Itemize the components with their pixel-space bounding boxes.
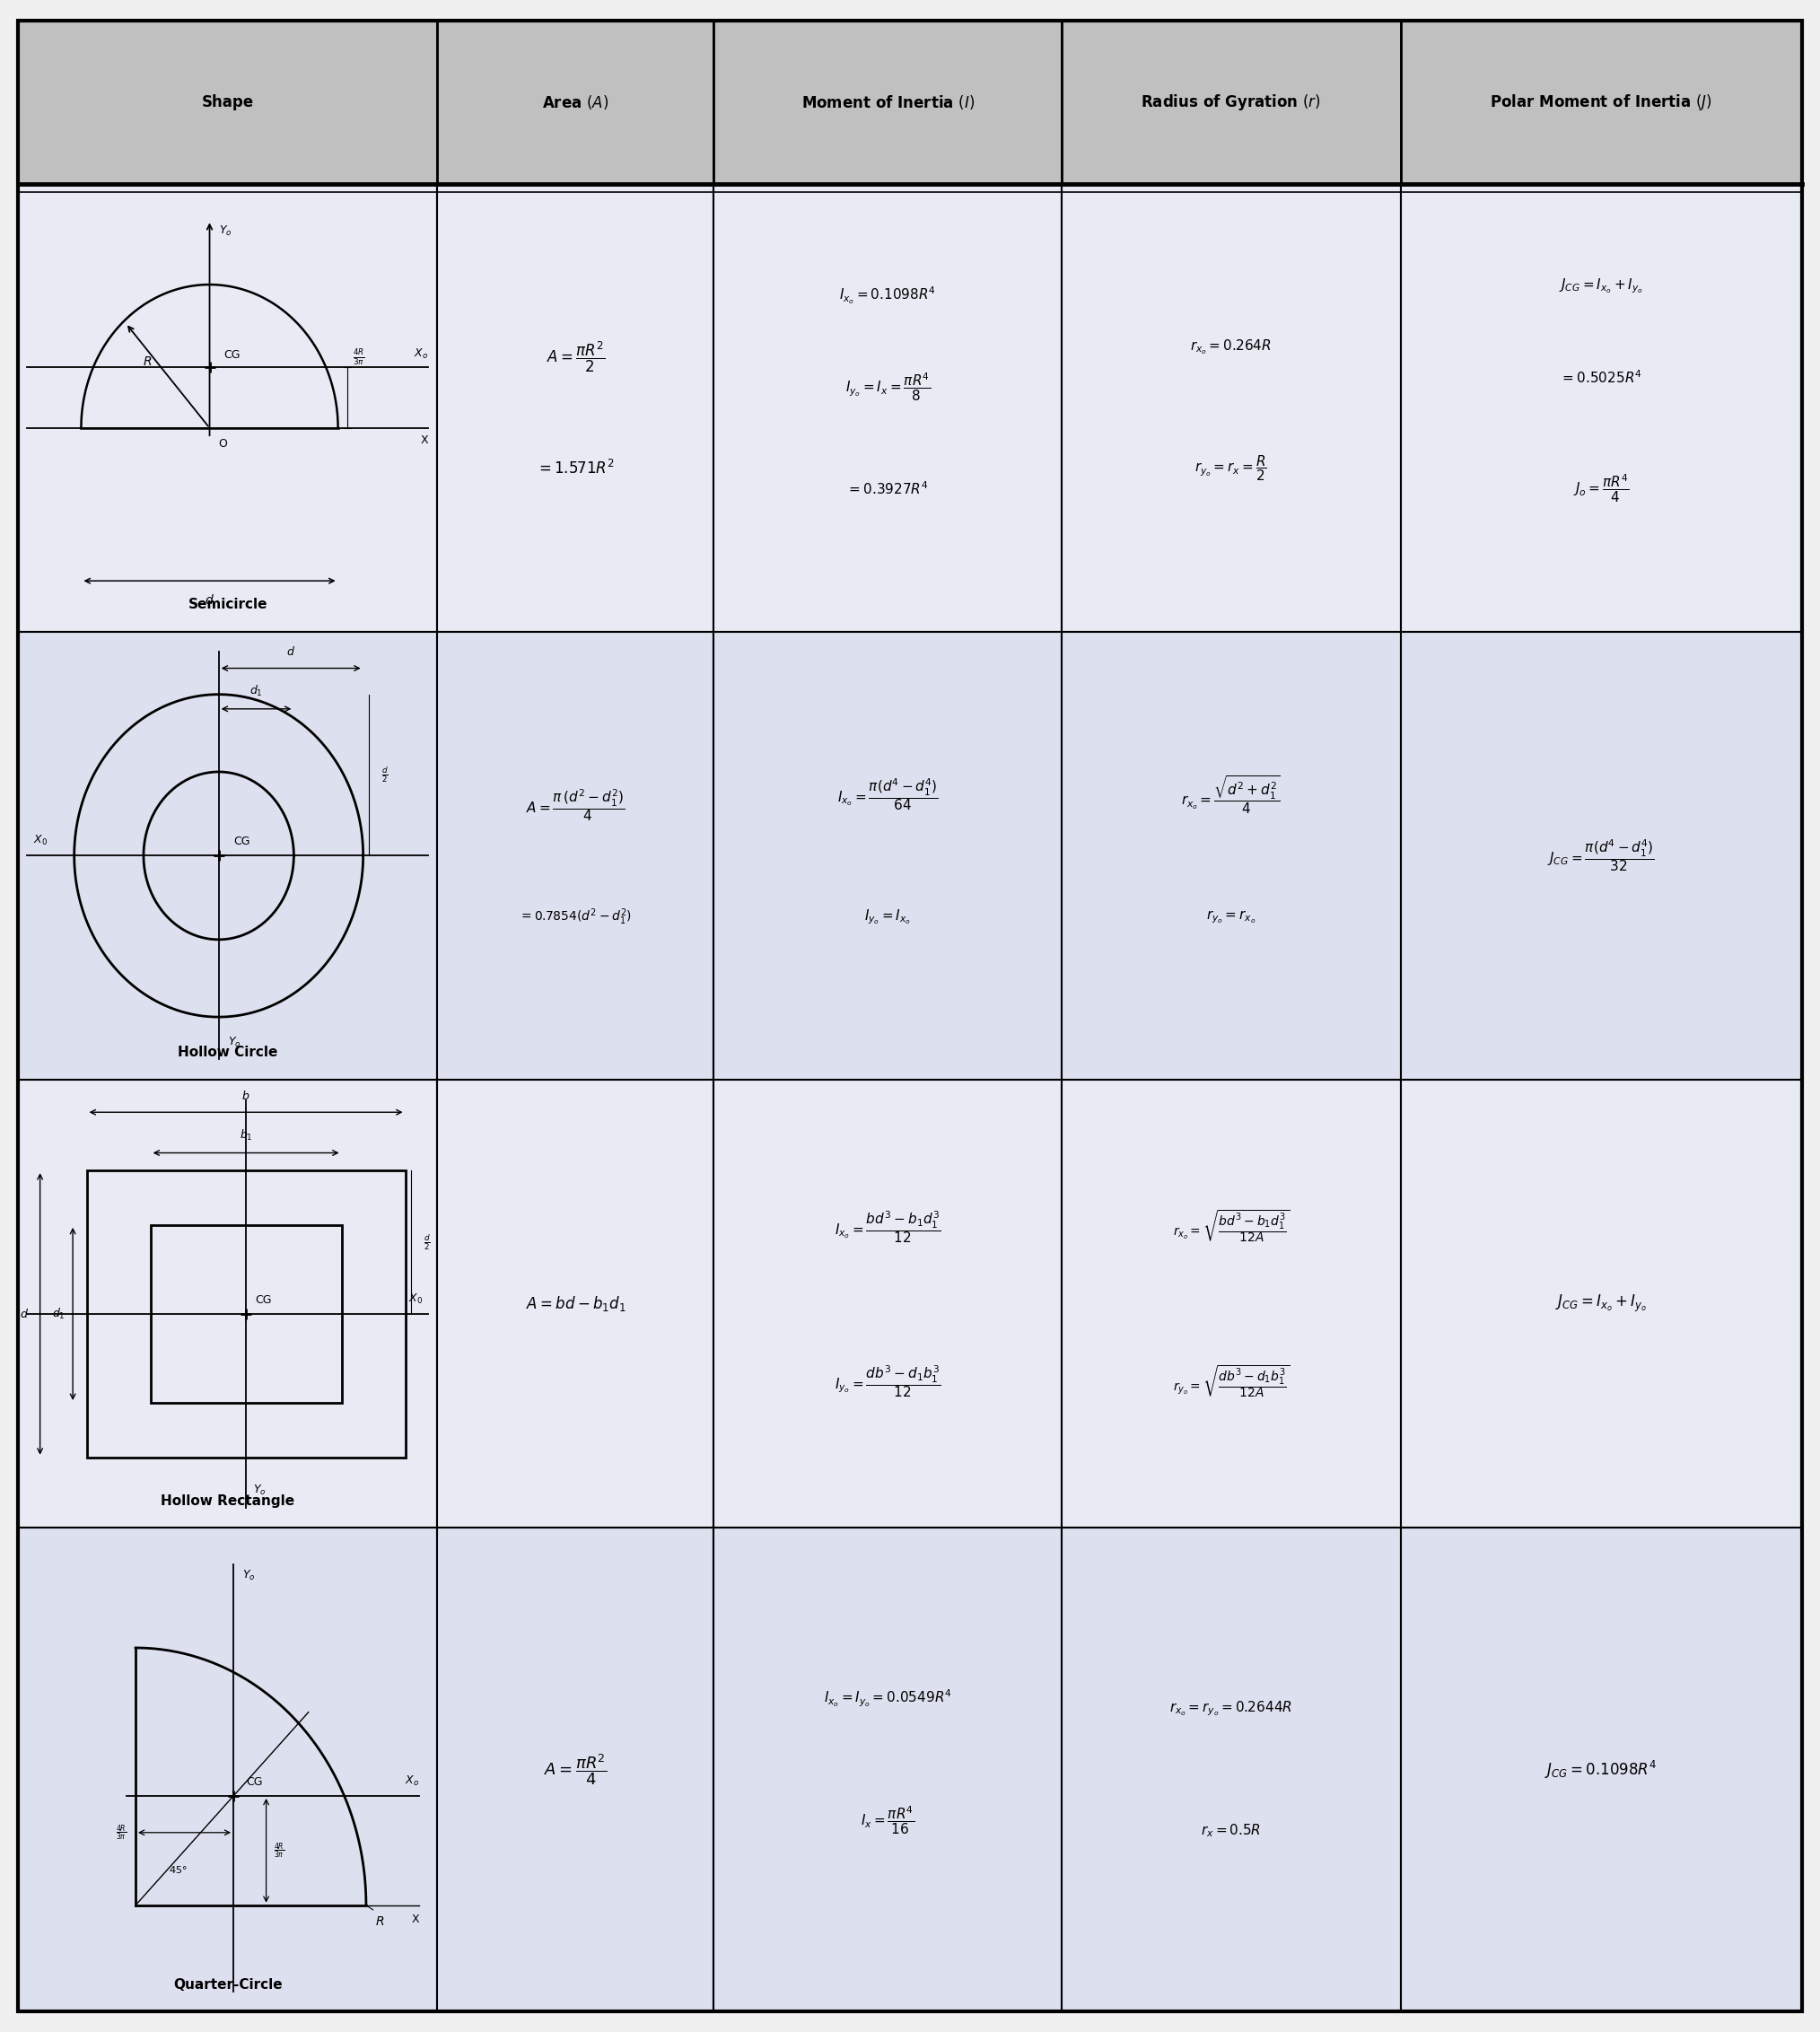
Bar — [437, 632, 713, 1079]
Bar — [713, 1528, 1061, 2012]
Text: Semicircle: Semicircle — [187, 597, 268, 612]
Text: $I_{y_o} = I_{x_o}$: $I_{y_o} = I_{x_o}$ — [864, 908, 912, 927]
Text: $A = bd - b_1 d_1$: $A = bd - b_1 d_1$ — [526, 1294, 626, 1313]
Text: $Y_o$: $Y_o$ — [218, 224, 231, 238]
Text: Radius of Gyration $(r)$: Radius of Gyration $(r)$ — [1141, 91, 1321, 112]
Text: X: X — [411, 1914, 419, 1924]
Text: $d_1$: $d_1$ — [249, 685, 262, 699]
Bar — [437, 183, 713, 632]
Bar — [713, 183, 1061, 632]
Text: $R$: $R$ — [375, 1916, 384, 1928]
Bar — [1061, 1079, 1401, 1528]
Bar — [18, 632, 437, 1079]
Bar — [18, 183, 437, 632]
Text: $X_o$: $X_o$ — [413, 347, 428, 362]
Text: $I_{y_o} = I_x = \dfrac{\pi R^4}{8}$: $I_{y_o} = I_x = \dfrac{\pi R^4}{8}$ — [844, 372, 930, 402]
Text: $J_{CG} = 0.1098R^4$: $J_{CG} = 0.1098R^4$ — [1545, 1760, 1658, 1780]
Text: Polar Moment of Inertia $(J)$: Polar Moment of Inertia $(J)$ — [1491, 91, 1713, 112]
Text: $r_{x_o} = \sqrt{\dfrac{bd^3 - b_1 d_1^3}{12A}}$: $r_{x_o} = \sqrt{\dfrac{bd^3 - b_1 d_1^3… — [1172, 1209, 1290, 1244]
Text: $d$: $d$ — [20, 1309, 29, 1321]
Text: $r_{y_o} = r_{x_o}$: $r_{y_o} = r_{x_o}$ — [1207, 908, 1256, 925]
Bar — [437, 20, 713, 183]
Bar — [1401, 20, 1802, 183]
Text: $J_{CG} = \dfrac{\pi(d^4 - d_1^4)}{32}$: $J_{CG} = \dfrac{\pi(d^4 - d_1^4)}{32}$ — [1547, 837, 1654, 874]
Text: $\frac{d}{2}$: $\frac{d}{2}$ — [382, 766, 388, 784]
Bar — [1401, 1528, 1802, 2012]
Text: $R$: $R$ — [144, 356, 153, 368]
Text: Hollow Circle: Hollow Circle — [178, 1046, 278, 1059]
Bar — [1401, 632, 1802, 1079]
Bar — [18, 1528, 437, 2012]
Text: CG: CG — [224, 350, 240, 362]
Text: $X_o$: $X_o$ — [404, 1774, 419, 1788]
Bar — [18, 20, 437, 183]
Text: $\frac{d}{2}$: $\frac{d}{2}$ — [424, 1233, 430, 1252]
Text: $r_{x_o} = r_{y_o} = 0.2644R$: $r_{x_o} = r_{y_o} = 0.2644R$ — [1170, 1699, 1292, 1717]
Text: $J_{CG} = I_{x_o} + I_{y_o}$: $J_{CG} = I_{x_o} + I_{y_o}$ — [1556, 1292, 1647, 1315]
Text: $J_o = \dfrac{\pi R^4}{4}$: $J_o = \dfrac{\pi R^4}{4}$ — [1572, 473, 1629, 504]
Text: $r_{x_o} = \dfrac{\sqrt{d^2 + d_1^2}}{4}$: $r_{x_o} = \dfrac{\sqrt{d^2 + d_1^2}}{4}… — [1181, 774, 1281, 815]
Bar — [18, 1079, 437, 1528]
Text: $b_1$: $b_1$ — [240, 1128, 253, 1142]
Text: $r_{y_o} = r_x = \dfrac{R}{2}$: $r_{y_o} = r_x = \dfrac{R}{2}$ — [1194, 453, 1267, 484]
Text: CG: CG — [246, 1776, 262, 1788]
Text: $A = \dfrac{\pi R^2}{2}$: $A = \dfrac{\pi R^2}{2}$ — [546, 339, 604, 374]
Text: $\frac{4R}{3\pi}$: $\frac{4R}{3\pi}$ — [115, 1823, 126, 1843]
Text: $= 0.7854(d^2 - d_1^2)$: $= 0.7854(d^2 - d_1^2)$ — [519, 906, 632, 927]
Text: Quarter-Circle: Quarter-Circle — [173, 1977, 282, 1991]
Text: $I_{x_o} = \dfrac{bd^3 - b_1 d_1^3}{12}$: $I_{x_o} = \dfrac{bd^3 - b_1 d_1^3}{12}$ — [835, 1209, 941, 1244]
Text: Moment of Inertia $(I)$: Moment of Inertia $(I)$ — [801, 93, 974, 112]
Text: $d_1$: $d_1$ — [53, 1307, 66, 1321]
Text: Shape: Shape — [202, 93, 253, 110]
Text: O: O — [218, 439, 228, 449]
Text: $X_0$: $X_0$ — [33, 833, 47, 847]
Text: $I_{x_o} = 0.1098R^4$: $I_{x_o} = 0.1098R^4$ — [839, 284, 935, 307]
Text: $45°$: $45°$ — [167, 1863, 187, 1876]
Text: CG: CG — [255, 1294, 271, 1307]
Text: $= 0.3927R^4$: $= 0.3927R^4$ — [846, 480, 928, 498]
Bar — [713, 20, 1061, 183]
Text: $Y_o$: $Y_o$ — [228, 1036, 240, 1049]
Bar — [437, 1079, 713, 1528]
Text: X: X — [420, 435, 428, 445]
Text: $Y_o$: $Y_o$ — [242, 1569, 255, 1583]
Text: $A = \dfrac{\pi\,(d^2 - d_1^2)}{4}$: $A = \dfrac{\pi\,(d^2 - d_1^2)}{4}$ — [526, 786, 624, 823]
Bar — [713, 632, 1061, 1079]
Text: $A = \dfrac{\pi R^2}{4}$: $A = \dfrac{\pi R^2}{4}$ — [544, 1752, 608, 1786]
Bar — [1401, 1079, 1802, 1528]
Text: $\frac{4R}{3\pi}$: $\frac{4R}{3\pi}$ — [353, 347, 364, 368]
Bar — [1401, 183, 1802, 632]
Text: $= 1.571R^2$: $= 1.571R^2$ — [537, 459, 615, 478]
Text: $I_{x_o} = \dfrac{\pi(d^4 - d_1^4)}{64}$: $I_{x_o} = \dfrac{\pi(d^4 - d_1^4)}{64}$ — [837, 776, 939, 813]
Bar — [437, 1528, 713, 2012]
Text: $I_x = \dfrac{\pi R^4}{16}$: $I_x = \dfrac{\pi R^4}{16}$ — [861, 1804, 915, 1837]
Text: $d$: $d$ — [204, 593, 215, 606]
Bar — [713, 1079, 1061, 1528]
Text: $I_{x_o} = I_{y_o} = 0.0549R^4$: $I_{x_o} = I_{y_o} = 0.0549R^4$ — [824, 1689, 952, 1709]
Text: $r_{y_o} = \sqrt{\dfrac{db^3 - d_1 b_1^3}{12A}}$: $r_{y_o} = \sqrt{\dfrac{db^3 - d_1 b_1^3… — [1172, 1363, 1290, 1398]
Text: $\frac{4R}{3\pi}$: $\frac{4R}{3\pi}$ — [273, 1841, 284, 1859]
Text: $d$: $d$ — [286, 646, 295, 658]
Bar — [1061, 20, 1401, 183]
Text: Area $(A)$: Area $(A)$ — [542, 93, 610, 112]
Text: $I_{y_o} = \dfrac{db^3 - d_1 b_1^3}{12}$: $I_{y_o} = \dfrac{db^3 - d_1 b_1^3}{12}$ — [835, 1363, 941, 1398]
Bar — [87, 1170, 406, 1457]
Text: $r_x = 0.5R$: $r_x = 0.5R$ — [1201, 1823, 1261, 1839]
Text: $Y_o$: $Y_o$ — [253, 1483, 266, 1498]
Text: $r_{x_o} = 0.264R$: $r_{x_o} = 0.264R$ — [1190, 337, 1272, 356]
Text: $X_0$: $X_0$ — [408, 1292, 422, 1307]
Bar — [1061, 1528, 1401, 2012]
Text: CG: CG — [233, 835, 249, 847]
Bar — [151, 1225, 342, 1402]
Bar — [1061, 183, 1401, 632]
Bar — [1061, 632, 1401, 1079]
Text: Hollow Rectangle: Hollow Rectangle — [160, 1494, 295, 1508]
Text: $b$: $b$ — [242, 1089, 249, 1101]
Text: $= 0.5025R^4$: $= 0.5025R^4$ — [1560, 368, 1642, 386]
Text: $J_{CG} = I_{x_o} + I_{y_o}$: $J_{CG} = I_{x_o} + I_{y_o}$ — [1560, 276, 1643, 295]
